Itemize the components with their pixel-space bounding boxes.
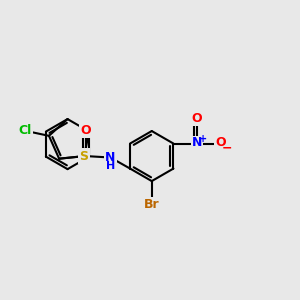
Text: N: N <box>192 136 202 149</box>
Text: O: O <box>192 112 202 125</box>
Text: H: H <box>106 161 116 171</box>
Text: S: S <box>80 150 88 163</box>
Text: Cl: Cl <box>18 124 32 137</box>
Text: +: + <box>199 134 207 144</box>
Text: N: N <box>105 151 116 164</box>
Text: Br: Br <box>144 198 160 211</box>
Text: −: − <box>221 142 232 154</box>
Text: O: O <box>215 136 226 149</box>
Text: O: O <box>80 124 91 136</box>
